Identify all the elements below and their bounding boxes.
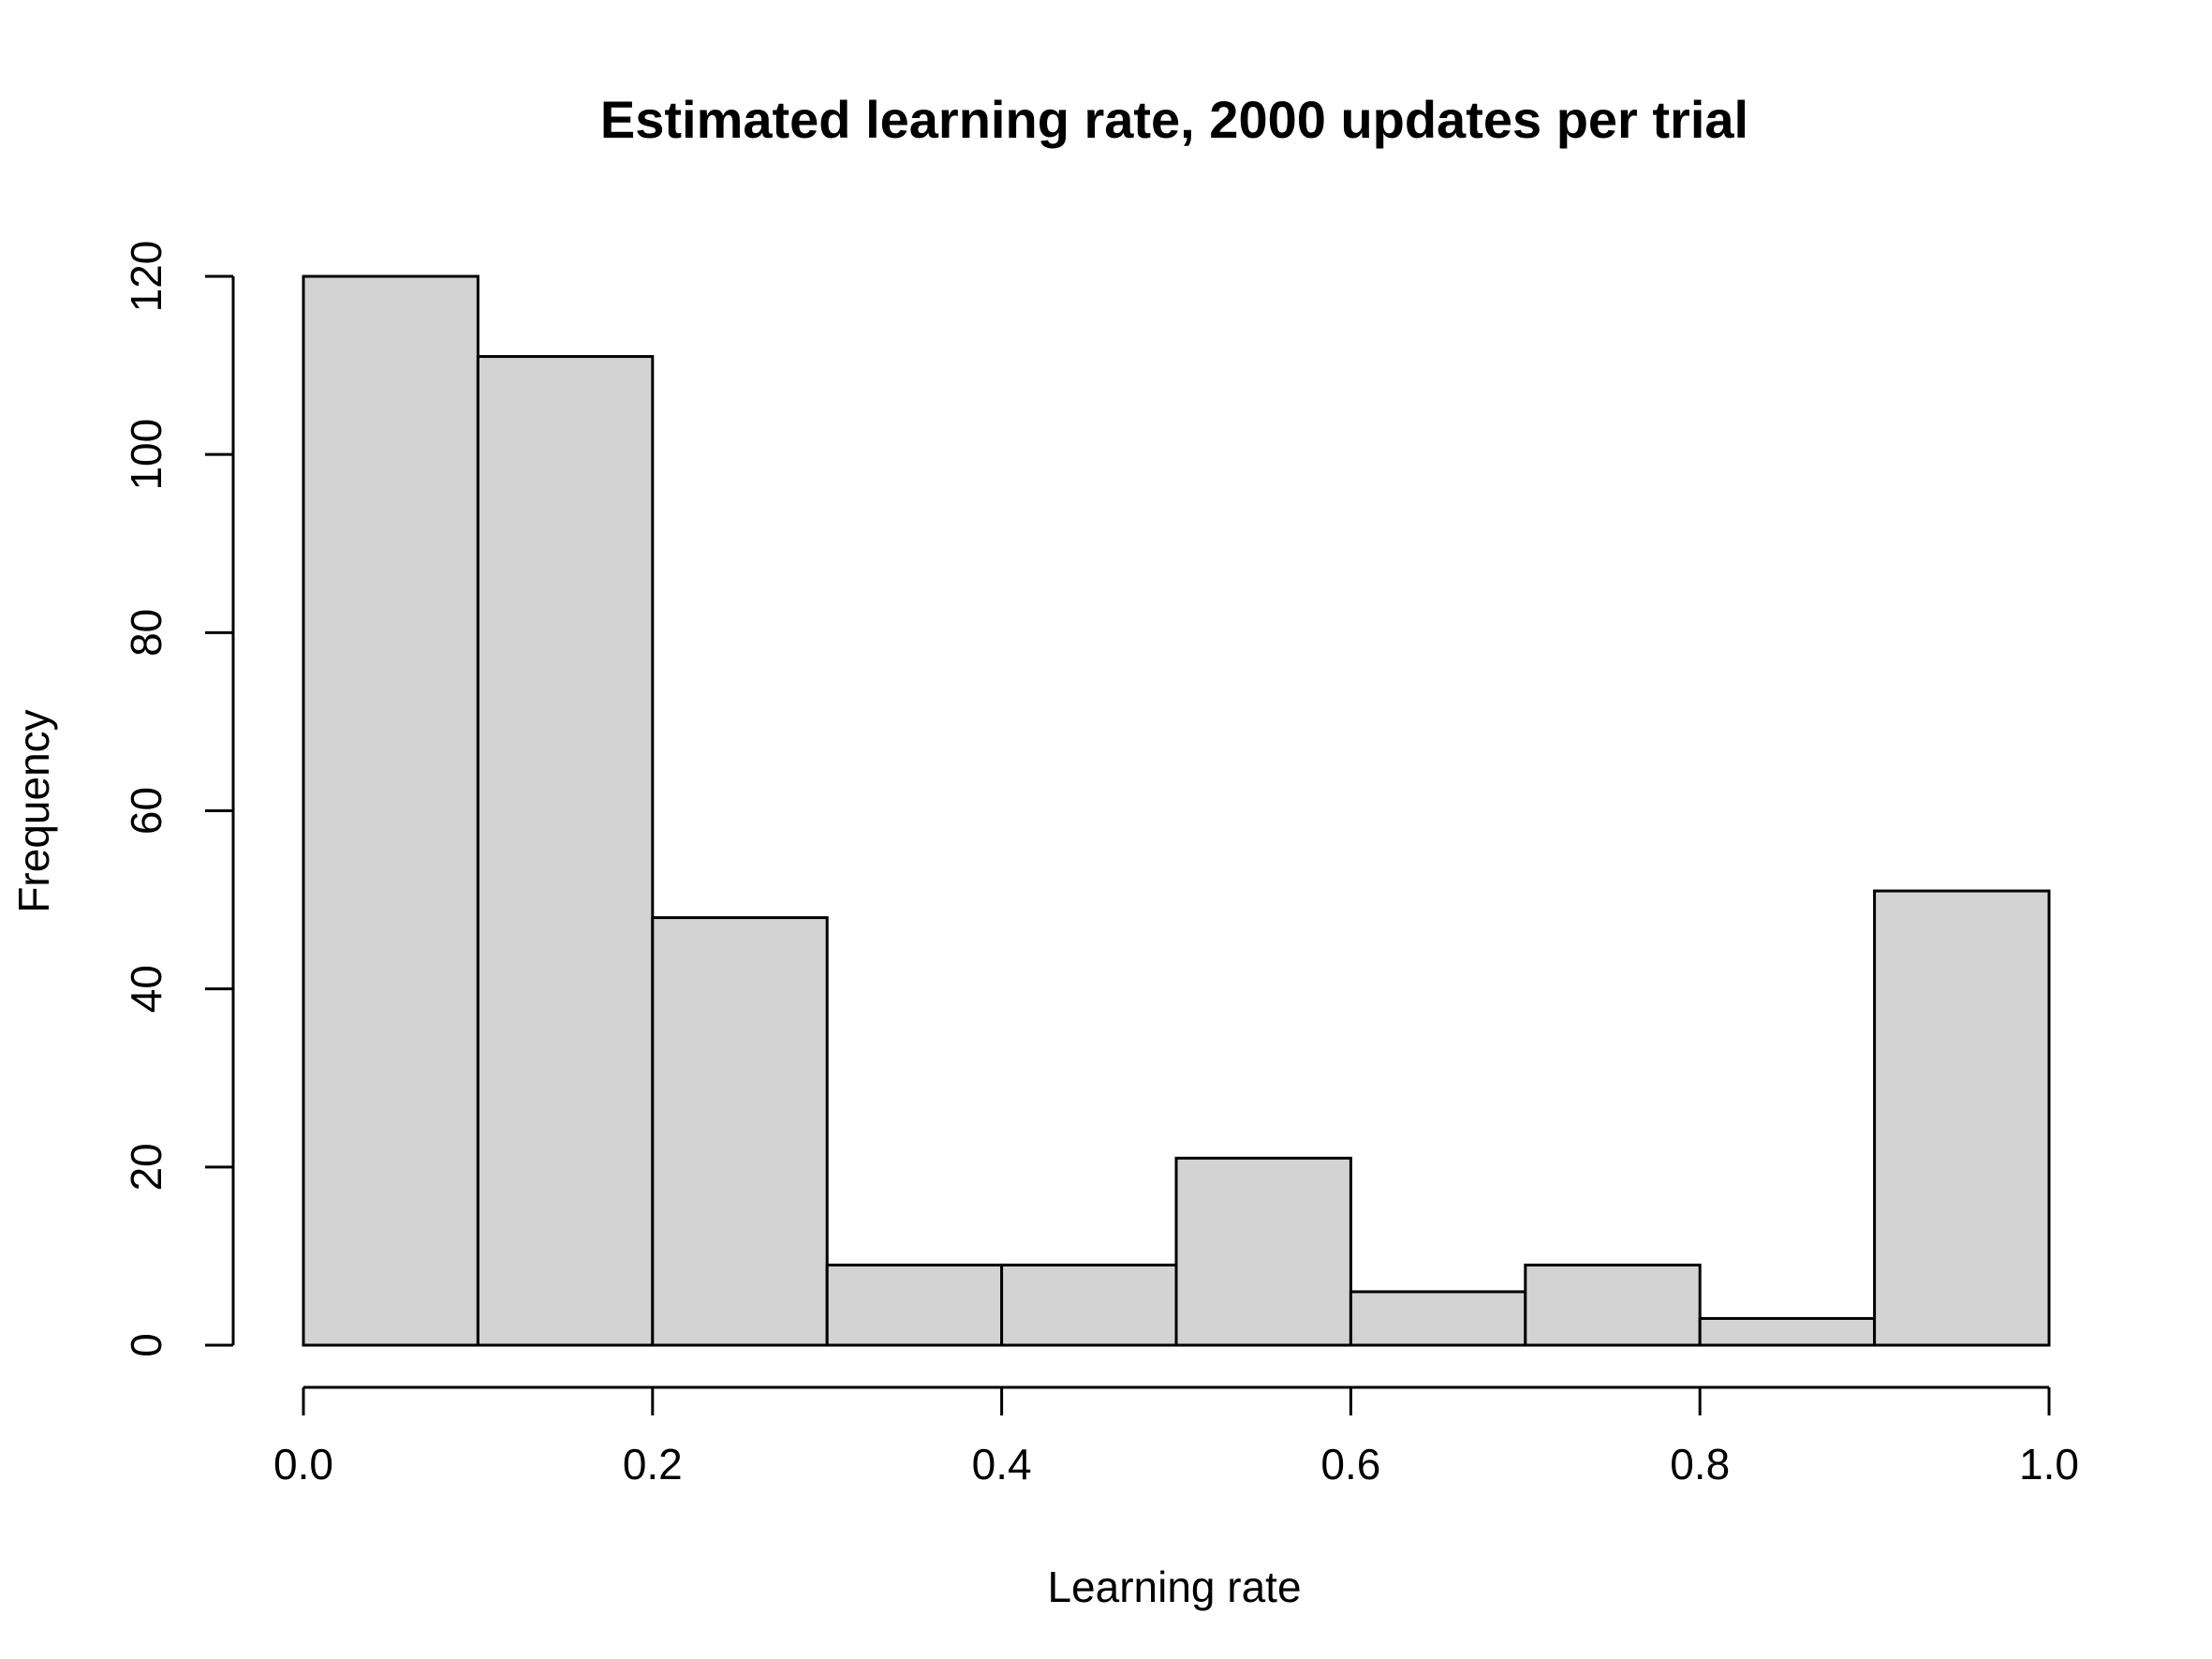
histogram-bar — [302, 274, 479, 1347]
y-axis-label: Frequency — [9, 709, 58, 912]
histogram-bar — [651, 916, 829, 1347]
histogram-bar — [1524, 1263, 1702, 1347]
y-tick-label: 60 — [122, 787, 170, 835]
y-tick-label: 20 — [122, 1143, 170, 1191]
histogram-bar — [1174, 1156, 1352, 1347]
histogram-bar — [1349, 1290, 1527, 1347]
y-tick-label: 0 — [122, 1333, 170, 1357]
y-axis: 0 20 40 60 80 100 120 — [122, 241, 235, 1357]
y-tick-label: 100 — [122, 419, 170, 491]
y-tick-label: 120 — [122, 241, 170, 313]
x-tick-label: 0.4 — [972, 1440, 1032, 1489]
histogram-bar — [825, 1263, 1004, 1347]
x-axis-label: Learning rate — [1047, 1563, 1301, 1611]
y-tick-label: 40 — [122, 965, 170, 1013]
x-axis: 0.0 0.2 0.4 0.6 0.8 1.0 — [273, 1385, 2079, 1489]
y-tick-label: 80 — [122, 609, 170, 657]
histogram-bar — [476, 355, 655, 1347]
histogram-bar — [1000, 1263, 1178, 1347]
histogram-bar — [1873, 889, 2051, 1347]
x-tick-label: 0.2 — [623, 1440, 683, 1489]
histogram-bar — [1698, 1316, 1877, 1347]
x-tick-label: 0.6 — [1320, 1440, 1380, 1489]
x-tick-label: 1.0 — [2019, 1440, 2079, 1489]
chart-title: Estimated learning rate, 2000 updates pe… — [600, 90, 1748, 149]
x-tick-label: 0.8 — [1670, 1440, 1730, 1489]
x-tick-label: 0.0 — [273, 1440, 333, 1489]
bars-group — [302, 274, 2051, 1347]
